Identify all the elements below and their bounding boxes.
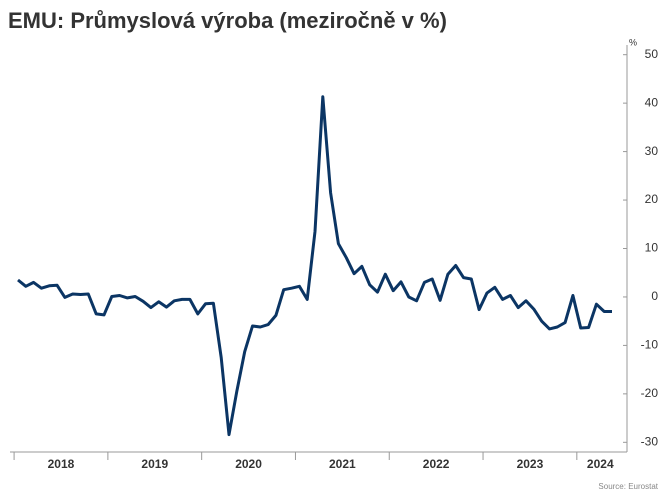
x-tick-label: 2021 (329, 457, 356, 471)
y-tick-label: 0 (651, 289, 658, 303)
y-tick-label: 40 (645, 95, 659, 109)
y-tick-label: 10 (645, 241, 659, 255)
y-tick-label: -30 (641, 434, 659, 448)
x-tick-label: 2023 (517, 457, 544, 471)
x-tick-label: 2020 (235, 457, 262, 471)
line-series (17, 95, 612, 437)
source: Source: Eurostat (598, 482, 658, 491)
y-tick-label: 30 (645, 144, 659, 158)
y-tick-label: 50 (645, 47, 659, 61)
chart-title: EMU: Průmyslová výroba (meziročně v %) (8, 8, 447, 33)
x-tick-label: 2019 (141, 457, 168, 471)
y-tick-label: -20 (641, 386, 659, 400)
y-unit: % (629, 37, 637, 47)
x-tick-label: 2022 (423, 457, 450, 471)
y-tick-label: 20 (645, 192, 659, 206)
x-tick-label: 2024 (587, 457, 614, 471)
y-tick-label: -10 (641, 338, 659, 352)
x-tick-label: 2018 (48, 457, 75, 471)
